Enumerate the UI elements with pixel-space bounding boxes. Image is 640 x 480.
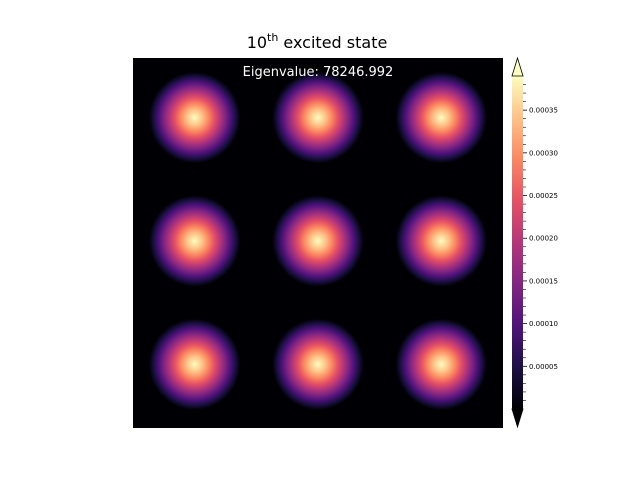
colorbar-tick-label: 0.00010 xyxy=(529,320,558,328)
colorbar-gradient xyxy=(512,76,523,409)
heatmap-peak-r2-c2 xyxy=(272,195,364,287)
colorbar-tick-label: 0.00015 xyxy=(529,277,558,285)
heatmap-peak-r1-c2 xyxy=(272,72,364,164)
colorbar-tick-label: 0.00030 xyxy=(529,149,558,157)
heatmap-peak-r2-c1 xyxy=(149,195,241,287)
heatmap-plot xyxy=(133,58,503,428)
colorbar-tick-label: 0.00035 xyxy=(529,107,558,115)
colorbar-tick-label: 0.00025 xyxy=(529,192,558,200)
colorbar-tick-label: 0.00005 xyxy=(529,363,558,371)
title-superscript: th xyxy=(267,31,278,44)
colorbar: 0.00005 0.00010 0.00015 0.00020 0.00025 0.000… xyxy=(511,56,558,429)
heatmap-peak-r2-c3 xyxy=(395,195,487,287)
chart-title: 10th excited state xyxy=(247,31,388,52)
colorbar-extend-top xyxy=(511,56,524,77)
heatmap-peak-r1-c3 xyxy=(395,72,487,164)
heatmap-peak-r3-c3 xyxy=(395,318,487,410)
heatmap-peak-r3-c1 xyxy=(149,318,241,410)
colorbar-extend-bottom xyxy=(511,408,524,429)
heatmap-peak-r1-c1 xyxy=(149,72,241,164)
title-base: 10 xyxy=(247,33,267,52)
colorbar-tick-label: 0.00020 xyxy=(529,235,558,243)
heatmap-peak-r3-c2 xyxy=(272,318,364,410)
eigenvalue-annotation: Eigenvalue: 78246.992 xyxy=(243,65,394,80)
title-rest: excited state xyxy=(278,33,387,52)
